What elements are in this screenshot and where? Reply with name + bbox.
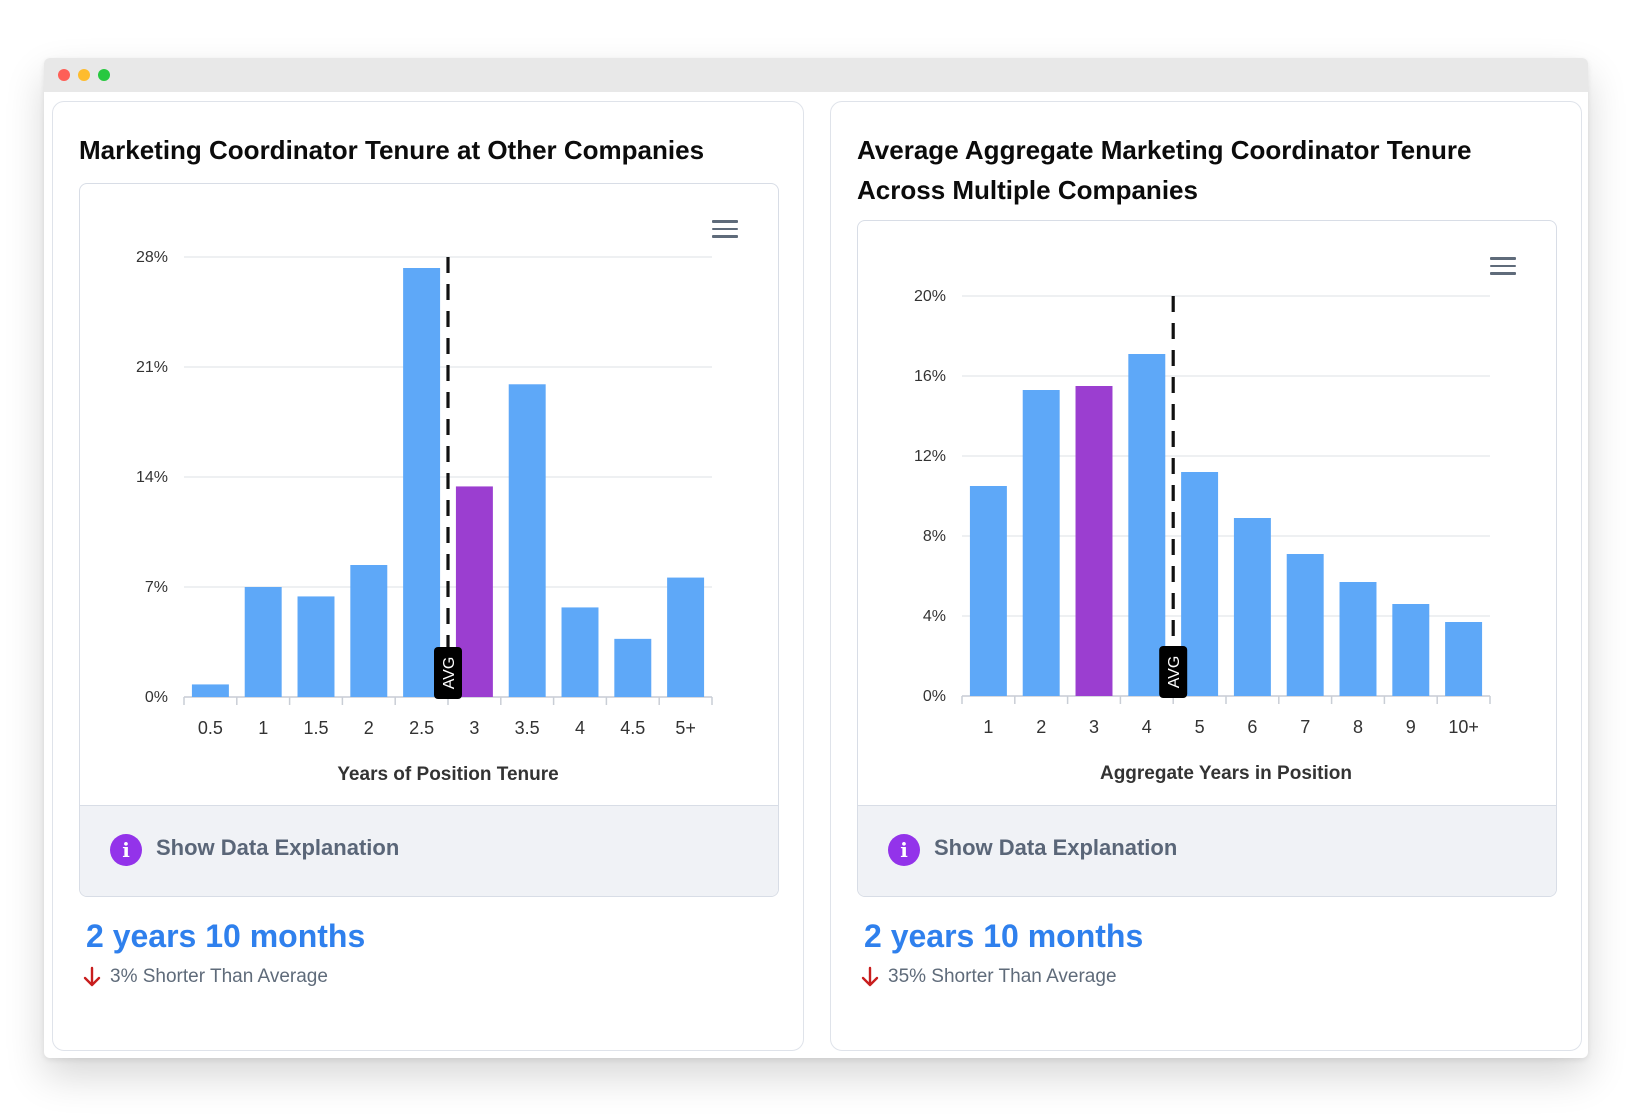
minimize-window-icon[interactable]: [78, 69, 90, 81]
down-arrow-icon: [861, 966, 879, 987]
average-marker: AVG: [434, 647, 462, 699]
chart-container: 0% 4% 8% 12% 16% 20% 1 2 3 4 5 6 7 8 9 10+ AVG Aggregate …: [857, 220, 1557, 897]
bar: [244, 587, 282, 697]
bar: [1445, 622, 1483, 696]
x-tick-label: 4.5: [620, 718, 645, 738]
x-tick-label: 8: [1353, 717, 1363, 737]
bar: [1286, 554, 1324, 696]
x-tick-label: 2: [1036, 717, 1046, 737]
aggregate-tenure-bar-chart: 0% 4% 8% 12% 16% 20% 1 2 3 4 5 6 7 8 9 10+ AVG Aggregate …: [914, 288, 1491, 784]
card-title: Average Aggregate Marketing Coordinator …: [857, 135, 1472, 205]
x-tick-label: 3.5: [515, 718, 540, 738]
x-tick-label: 1: [983, 717, 993, 737]
bar: [1233, 518, 1271, 696]
card-title: Marketing Coordinator Tenure at Other Co…: [79, 135, 705, 165]
average-marker-tag: [1159, 646, 1188, 698]
y-tick-label: 4%: [923, 608, 946, 625]
y-tick-label: 20%: [914, 288, 946, 305]
y-tick-label: 0%: [923, 688, 946, 705]
tenure-other-companies-card: Marketing Coordinator Tenure at Other Co…: [52, 101, 804, 1051]
x-tick-label: 7: [1300, 717, 1310, 737]
average-marker-label: AVG: [441, 657, 458, 690]
chart-container: 0% 7% 14% 21% 28% 0.5 1 1.5 2 2.5 3 3.5 4 4.5 5+ AVG Yea…: [79, 183, 779, 897]
bar: [561, 607, 599, 697]
bar: [1392, 604, 1430, 696]
close-window-icon[interactable]: [58, 69, 70, 81]
y-tick-label: 16%: [914, 368, 946, 385]
maximize-window-icon[interactable]: [98, 69, 110, 81]
x-axis-title: Aggregate Years in Position: [1100, 763, 1352, 784]
x-tick-label: 0.5: [198, 718, 223, 738]
bar: [403, 268, 441, 697]
bar: [1022, 390, 1060, 696]
x-tick-label: 6: [1247, 717, 1257, 737]
hamburger-menu-icon[interactable]: [712, 220, 738, 240]
info-icon: i: [110, 834, 142, 866]
bar: [1075, 386, 1113, 696]
average-tenure-value: 2 years 10 months: [86, 918, 366, 954]
bar: [667, 577, 705, 697]
average-marker: AVG: [1159, 646, 1188, 698]
x-tick-label: 9: [1406, 717, 1416, 737]
average-marker-tag: [434, 647, 462, 699]
x-tick-label: 1: [258, 718, 268, 738]
y-tick-label: 8%: [923, 528, 946, 545]
down-arrow-icon: [83, 966, 101, 987]
show-data-explanation-label: Show Data Explanation: [934, 835, 1178, 860]
x-tick-label: 3: [1089, 717, 1099, 737]
y-tick-label: 14%: [136, 469, 168, 486]
aggregate-tenure-card: Average Aggregate Marketing Coordinator …: [830, 101, 1582, 1051]
show-data-explanation-button[interactable]: i Show Data Explanation: [858, 805, 1556, 896]
bar: [969, 486, 1007, 696]
bar: [455, 486, 493, 697]
y-tick-label: 28%: [136, 249, 168, 266]
x-tick-label: 1.5: [303, 718, 328, 738]
x-tick-label: 4: [1142, 717, 1152, 737]
bar: [297, 596, 335, 697]
bar: [1128, 354, 1166, 696]
bar: [191, 684, 229, 697]
x-tick-label: 5+: [675, 718, 696, 738]
bar: [1181, 472, 1219, 696]
x-tick-label: 2.5: [409, 718, 434, 738]
x-tick-label: 5: [1195, 717, 1205, 737]
average-marker-label: AVG: [1166, 656, 1183, 689]
y-tick-label: 21%: [136, 359, 168, 376]
browser-window: Marketing Coordinator Tenure at Other Co…: [44, 58, 1588, 1058]
show-data-explanation-button[interactable]: i Show Data Explanation: [80, 805, 778, 896]
bar: [1339, 582, 1377, 696]
y-tick-label: 0%: [145, 689, 168, 706]
bar: [350, 565, 388, 697]
y-tick-label: 7%: [145, 579, 168, 596]
x-tick-label: 3: [469, 718, 479, 738]
x-tick-label: 2: [364, 718, 374, 738]
tenure-comparison-text: 3% Shorter Than Average: [110, 966, 328, 987]
tenure-bar-chart: 0% 7% 14% 21% 28% 0.5 1 1.5 2 2.5 3 3.5 4 4.5 5+ AVG Yea…: [136, 249, 713, 785]
y-tick-label: 12%: [914, 448, 946, 465]
x-tick-label: 10+: [1448, 717, 1479, 737]
x-axis-title: Years of Position Tenure: [337, 764, 558, 785]
hamburger-menu-icon[interactable]: [1490, 257, 1516, 277]
tenure-comparison-text: 35% Shorter Than Average: [888, 966, 1117, 987]
x-tick-label: 4: [575, 718, 585, 738]
bar: [614, 638, 652, 697]
info-icon: i: [888, 834, 920, 866]
average-tenure-value: 2 years 10 months: [864, 918, 1144, 954]
window-titlebar: [44, 58, 1588, 92]
show-data-explanation-label: Show Data Explanation: [156, 835, 400, 860]
bar: [508, 384, 546, 697]
